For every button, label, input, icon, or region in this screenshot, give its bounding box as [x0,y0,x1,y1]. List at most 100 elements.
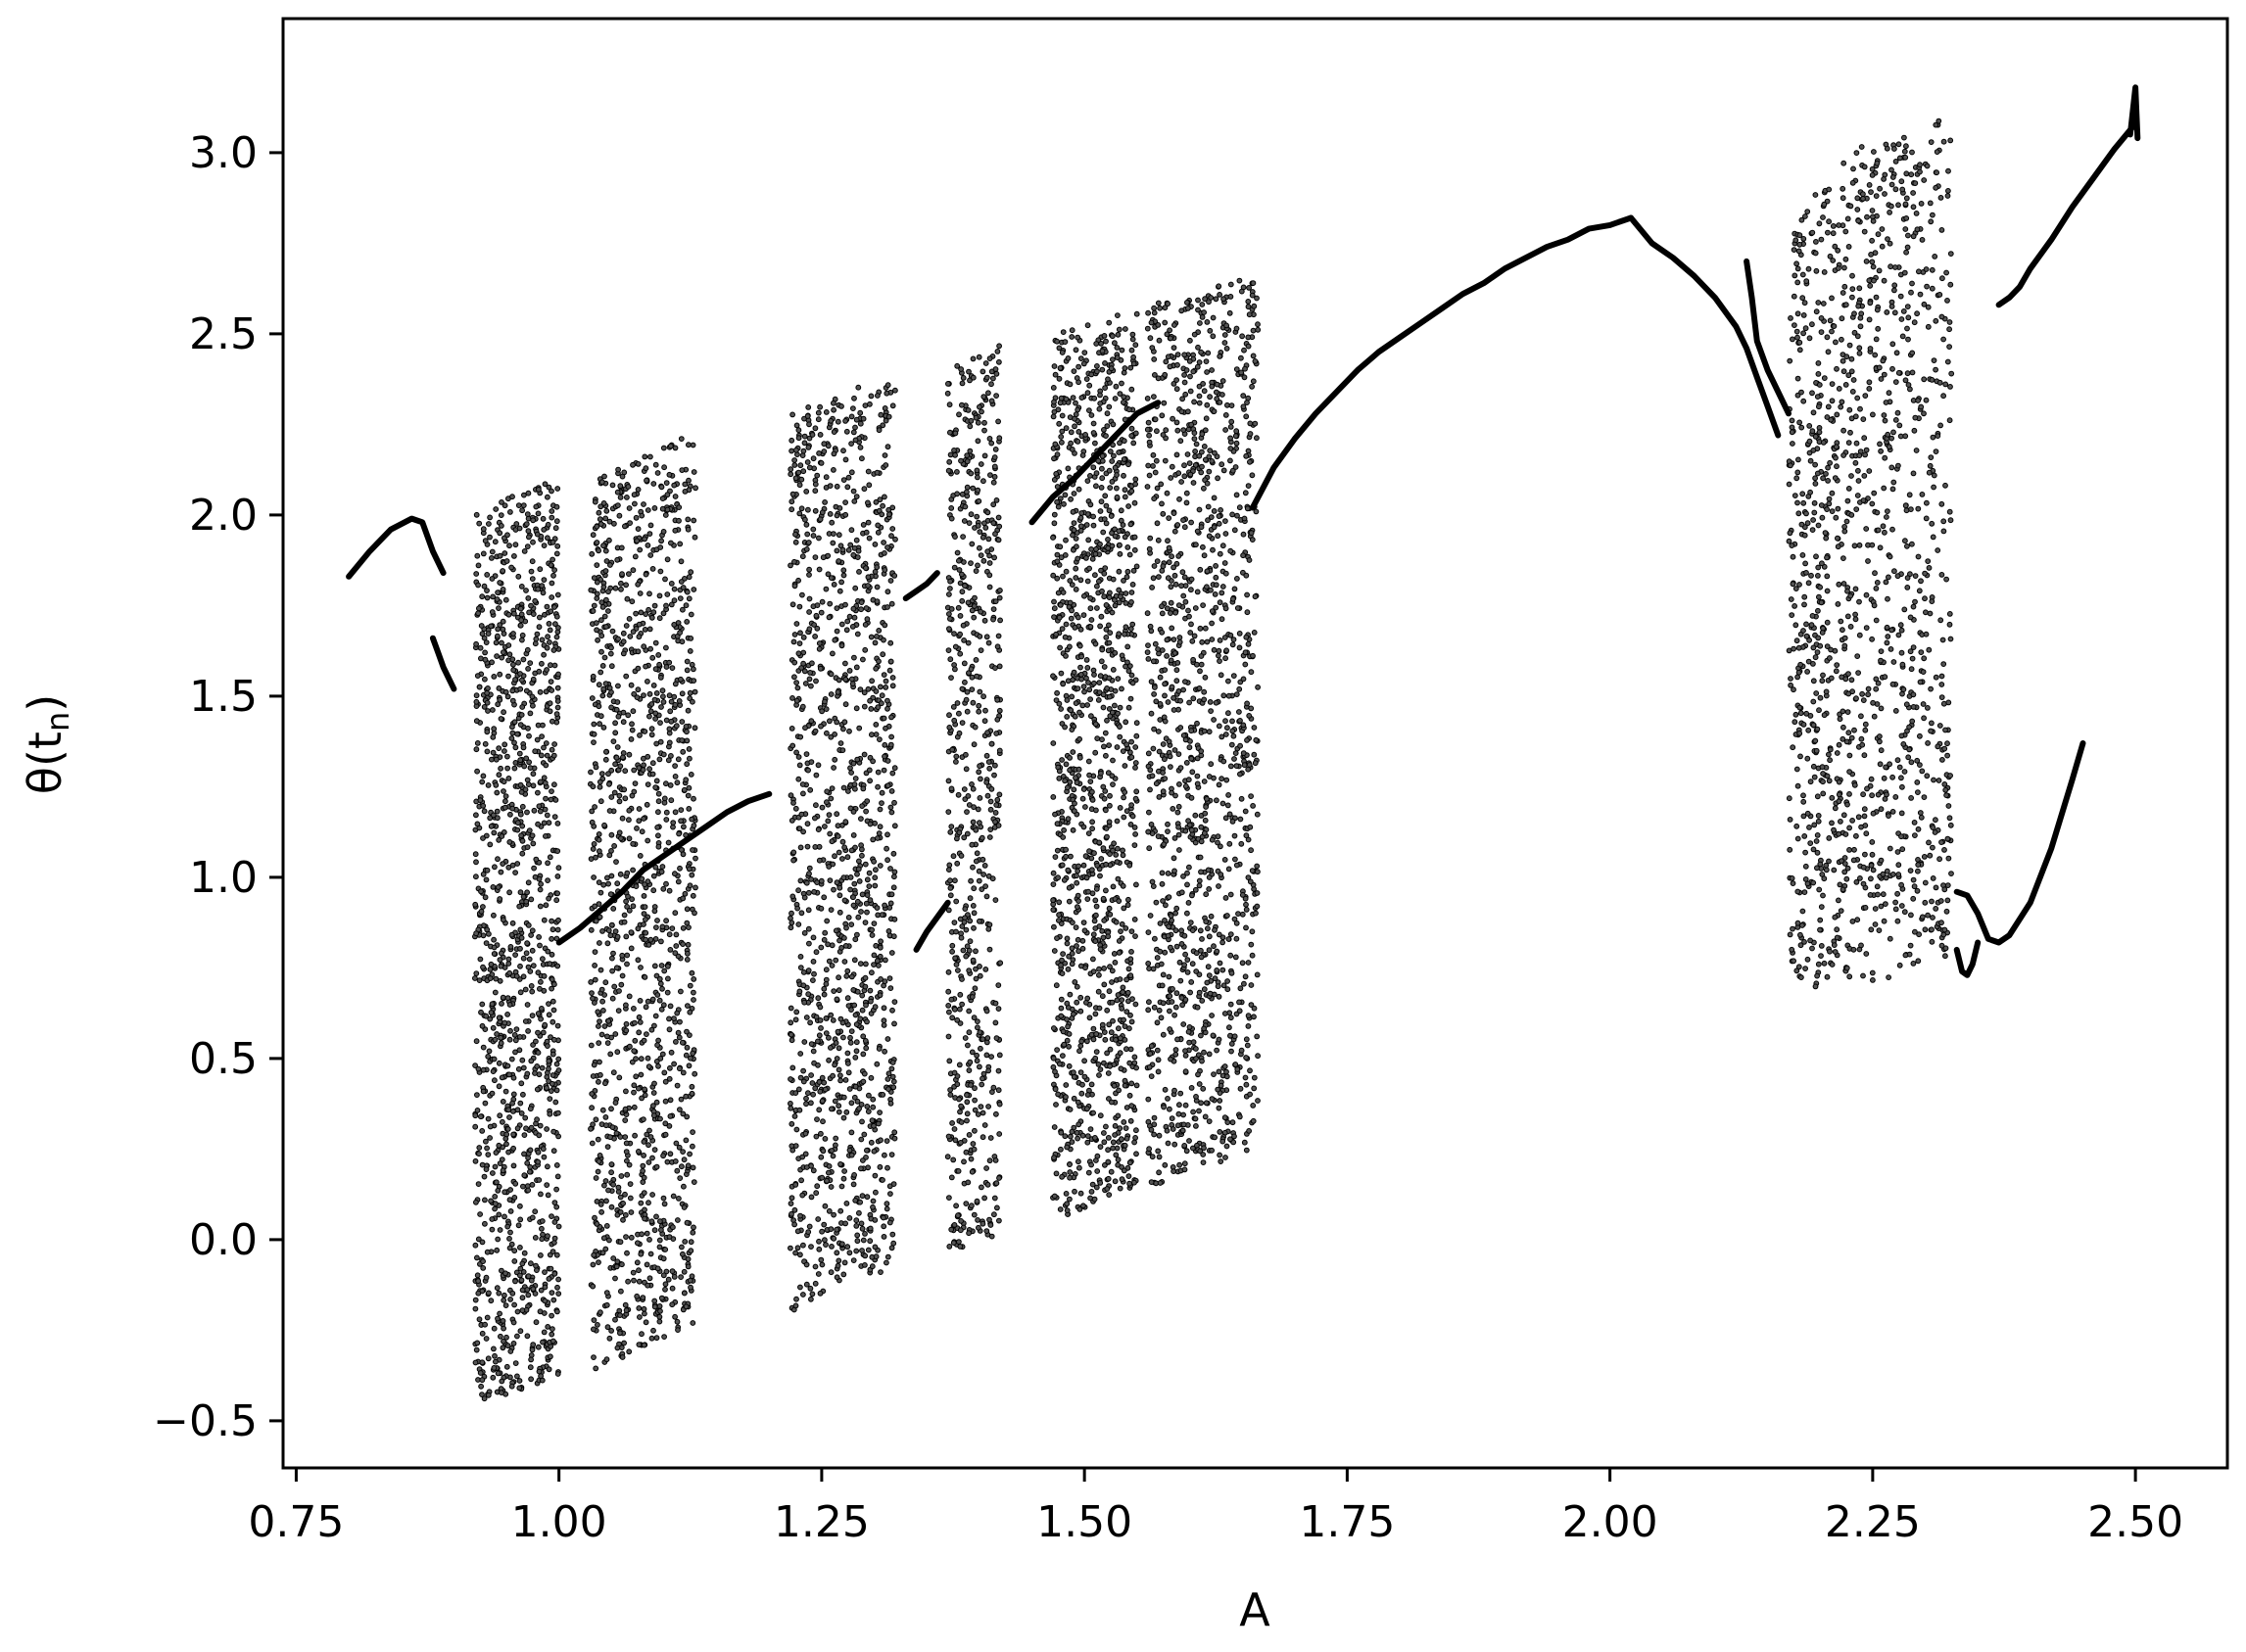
scatter-point [1073,565,1079,572]
scatter-point [951,1222,958,1228]
scatter-point [645,1200,651,1206]
scatter-point [472,1112,479,1119]
scatter-point [475,1181,482,1187]
scatter-point [611,789,618,796]
scatter-point [504,532,510,539]
scatter-point [632,553,639,560]
scatter-point [596,682,602,688]
scatter-point [1078,395,1085,401]
scatter-point [828,1012,835,1018]
scatter-point [541,987,548,994]
scatter-point [835,1262,841,1269]
scatter-point [1052,854,1059,860]
scatter-point [1063,537,1069,543]
scatter-point [548,1353,553,1360]
scatter-point [530,702,536,709]
scatter-point [520,973,527,980]
scatter-point [826,1034,832,1041]
scatter-point [497,552,503,559]
scatter-point [792,539,799,545]
scatter-point [1091,918,1098,924]
scatter-point [803,1164,810,1170]
scatter-point [549,951,555,958]
scatter-point [976,702,982,709]
scatter-point [974,1058,980,1064]
scatter-point [816,1246,823,1252]
scatter-point [685,792,692,799]
scatter-point [495,1315,501,1322]
scatter-point [627,520,633,526]
scatter-point [968,666,975,673]
scatter-point [614,1049,621,1056]
scatter-point [596,1158,602,1164]
scatter-point [1057,602,1064,608]
scatter-point [853,1248,860,1254]
scatter-point [536,1368,543,1375]
scatter-point [816,535,822,542]
scatter-point [490,1170,496,1176]
scatter-point [483,639,490,645]
scatter-point [548,796,554,803]
scatter-point [490,733,497,740]
scatter-point [541,577,548,583]
scatter-point [644,1261,650,1268]
scatter-point [477,1370,484,1376]
scatter-point [995,633,1002,639]
scatter-point [608,921,615,928]
scatter-point [692,534,698,541]
scatter-point [652,639,659,646]
scatter-point [627,634,634,639]
scatter-point [537,1308,544,1315]
scatter-point [792,1090,799,1096]
scatter-point [534,1116,540,1123]
scatter-point [651,1022,657,1029]
scatter-point [517,757,524,764]
scatter-point [846,1147,853,1154]
scatter-point [977,795,983,801]
scatter-point [529,947,536,954]
scatter-point [632,1019,638,1026]
scatter-point [519,1287,526,1294]
scatter-point [510,631,516,637]
scatter-point [797,1051,804,1057]
scatter-point [1050,385,1057,391]
scatter-point [622,523,628,530]
scatter-point [992,819,998,826]
scatter-point [953,898,960,905]
scatter-point [484,699,491,706]
scatter-point [972,724,979,731]
scatter-point [629,896,635,903]
scatter-point [861,486,868,493]
scatter-point [974,1052,980,1059]
scatter-point [990,606,997,612]
scatter-point [890,1240,897,1247]
scatter-point [686,574,693,581]
scatter-point [860,415,867,422]
scatter-point [805,925,812,932]
scatter-point [506,1036,513,1043]
scatter-point [673,943,680,949]
scatter-point [497,1310,503,1317]
scatter-point [813,772,820,779]
scatter-point [618,1288,624,1295]
scatter-point [963,1201,970,1206]
scatter-point [516,1034,523,1040]
scatter-point [594,1221,600,1227]
scatter-point [629,598,636,605]
scatter-point [819,804,826,811]
scatter-point [803,1095,809,1102]
scatter-point [828,795,835,802]
scatter-point [536,934,542,940]
scatter-point [549,976,555,982]
scatter-point [879,800,884,806]
scatter-point [555,671,561,678]
scatter-point [881,1214,886,1221]
scatter-point [598,479,605,486]
scatter-point [1059,439,1065,446]
scatter-point [683,1303,690,1310]
scatter-point [613,965,620,971]
scatter-point [496,745,502,751]
scatter-point [987,806,994,813]
scatter-point [623,1002,629,1009]
scatter-point [827,877,834,883]
